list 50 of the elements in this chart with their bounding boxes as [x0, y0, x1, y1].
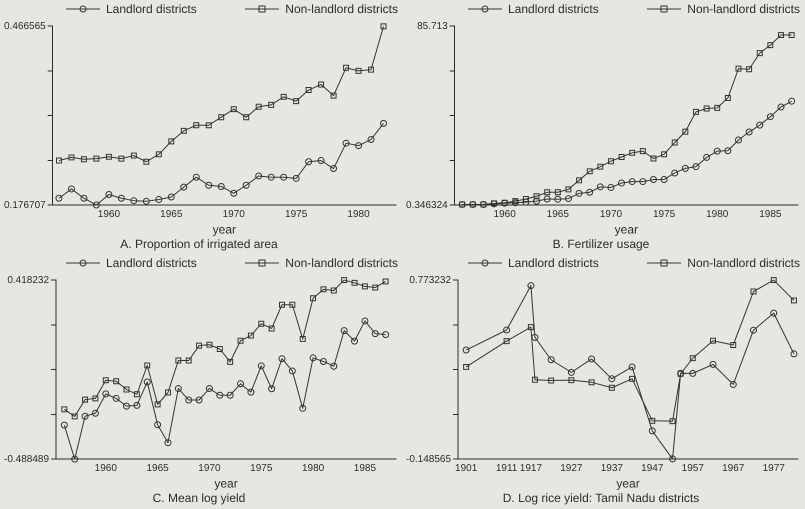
- y-tick-label: 0.346324: [406, 200, 448, 211]
- y-tick-label: 85.713: [417, 20, 448, 32]
- legend-label: Landlord districts: [508, 256, 599, 270]
- x-axis-title: year: [614, 222, 638, 237]
- y-tick-label: 0.176707: [4, 200, 46, 211]
- y-tick-label: 0.466565: [4, 20, 46, 32]
- x-tick-label: 1980: [347, 208, 370, 220]
- x-tick-label: 1927: [560, 462, 583, 474]
- x-tick-label: 1965: [546, 208, 570, 220]
- legend-label: Non-landlord districts: [687, 256, 800, 270]
- x-tick-label: 1985: [354, 462, 376, 474]
- x-tick-label: 1970: [198, 462, 221, 474]
- text: A. Proportion of irrigated area: [120, 237, 278, 252]
- x-tick-label: 1975: [652, 208, 676, 220]
- x-tick-label: 1975: [285, 208, 308, 220]
- x-tick-label: 1965: [146, 462, 170, 474]
- x-tick-label: 1965: [160, 208, 183, 220]
- x-tick-label: 1901: [455, 462, 478, 474]
- x-tick-label: 1917: [520, 462, 542, 474]
- x-axis-title: year: [616, 476, 640, 491]
- legend-label: Landlord districts: [106, 2, 197, 16]
- legend-label: Non-landlord districts: [285, 256, 398, 270]
- x-tick-label: 1911: [496, 462, 518, 474]
- y-tick-label: 0.418232: [7, 274, 50, 286]
- x-tick-label: 1937: [600, 462, 624, 474]
- legend-label: Non-landlord districts: [285, 2, 398, 16]
- x-tick-label: 1967: [722, 462, 745, 474]
- x-tick-label: 1970: [600, 208, 623, 220]
- text: B. Fertilizer usage: [552, 237, 650, 252]
- x-tick-label: 1985: [759, 208, 782, 220]
- legend-label: Landlord districts: [106, 256, 197, 270]
- legend-label: Non-landlord districts: [687, 2, 800, 16]
- x-tick-label: 1980: [302, 462, 325, 474]
- text: D. Log rice yield: Tamil Nadu districts: [502, 491, 700, 506]
- x-tick-label: 1960: [494, 208, 516, 220]
- y-tick-label: 0.773232: [409, 274, 452, 286]
- x-axis-title: year: [214, 476, 238, 491]
- x-tick-label: 1960: [98, 208, 120, 220]
- x-tick-label: 1947: [641, 462, 664, 474]
- text: C. Mean log yield: [152, 491, 246, 506]
- x-tick-label: 1970: [222, 208, 246, 220]
- x-tick-label: 1977: [762, 462, 786, 474]
- y-tick-label: -0.488489: [4, 454, 50, 465]
- x-tick-label: 1980: [706, 208, 729, 220]
- x-axis-title: year: [212, 222, 236, 237]
- x-tick-label: 1960: [94, 462, 118, 474]
- y-tick-label: -0.148565: [406, 454, 452, 465]
- x-tick-label: 1957: [682, 462, 704, 474]
- legend-label: Landlord districts: [508, 2, 599, 16]
- x-tick-label: 1975: [250, 462, 273, 474]
